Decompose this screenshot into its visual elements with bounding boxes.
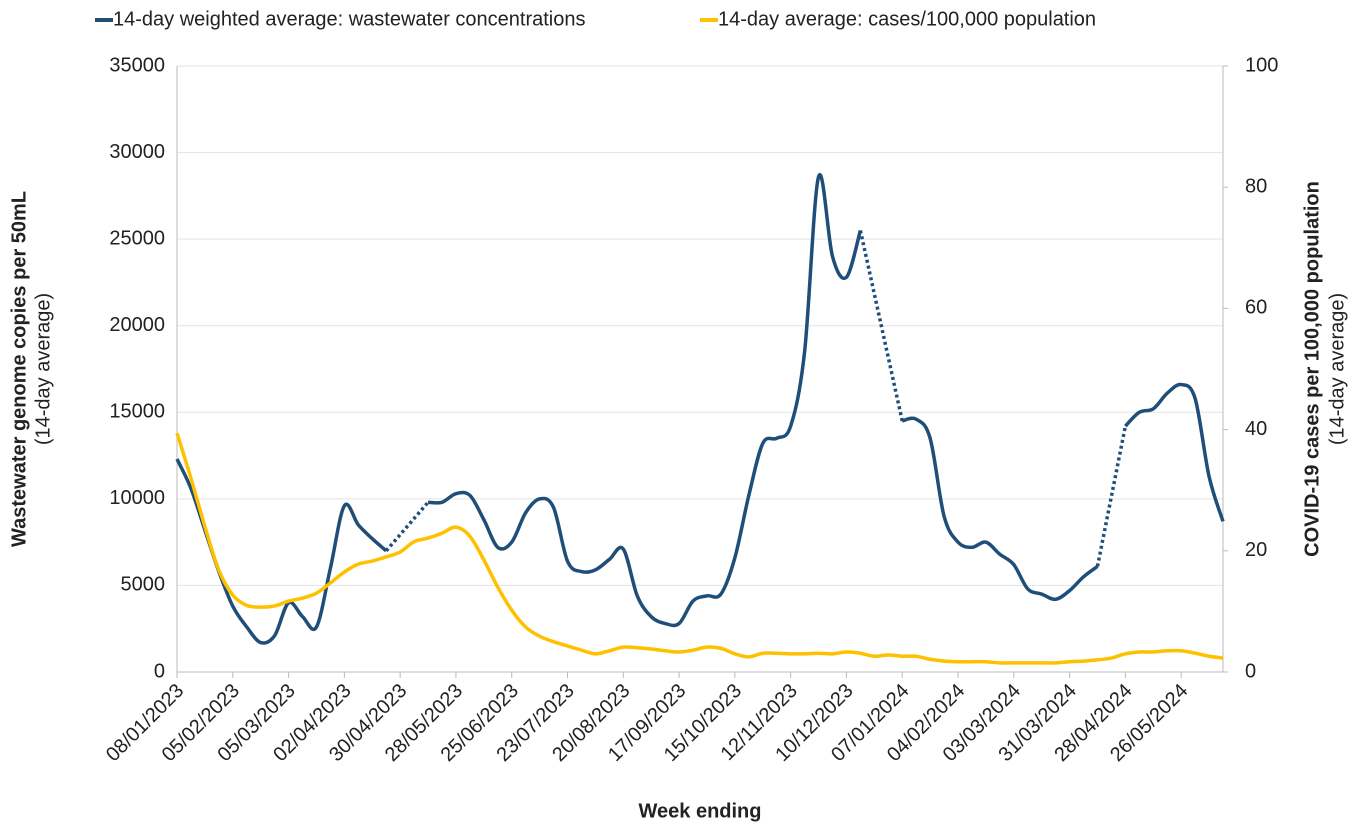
series-line xyxy=(901,416,1099,602)
series-line xyxy=(1124,382,1225,522)
y2-axis-subtitle: (14-day average) xyxy=(1326,293,1348,445)
y2-axis-title: COVID-19 cases per 100,000 population xyxy=(1301,181,1323,557)
x-axis-title: Week ending xyxy=(639,800,762,822)
y-axis-subtitle: (14-day average) xyxy=(32,293,54,445)
series-line xyxy=(175,458,388,645)
y2-tick-label: 100 xyxy=(1245,54,1278,76)
y2-tick-label: 60 xyxy=(1245,297,1267,319)
y2-tick-label: 0 xyxy=(1245,660,1256,682)
interpolated-connector xyxy=(384,501,430,552)
y2-tick-label: 80 xyxy=(1245,175,1267,197)
y-tick-label: 25000 xyxy=(109,227,165,249)
y2-tick-label: 20 xyxy=(1245,539,1267,561)
y2-tick-label: 40 xyxy=(1245,418,1267,440)
legend-label: 14-day weighted average: wastewater conc… xyxy=(113,8,586,30)
series-line xyxy=(175,432,1224,665)
y-tick-label: 35000 xyxy=(109,54,165,76)
y-tick-label: 30000 xyxy=(109,141,165,163)
y-tick-label: 10000 xyxy=(109,487,165,509)
y-tick-label: 15000 xyxy=(109,401,165,423)
series-line xyxy=(427,172,863,628)
y-axis-title: Wastewater genome copies per 50mL xyxy=(8,191,30,547)
y-tick-label: 0 xyxy=(154,660,165,682)
interpolated-connector xyxy=(1095,425,1128,567)
legend-label: 14-day average: cases/100,000 population xyxy=(718,8,1096,30)
y-tick-label: 20000 xyxy=(109,314,165,336)
y-tick-label: 5000 xyxy=(121,574,166,596)
interpolated-connector xyxy=(858,230,904,422)
